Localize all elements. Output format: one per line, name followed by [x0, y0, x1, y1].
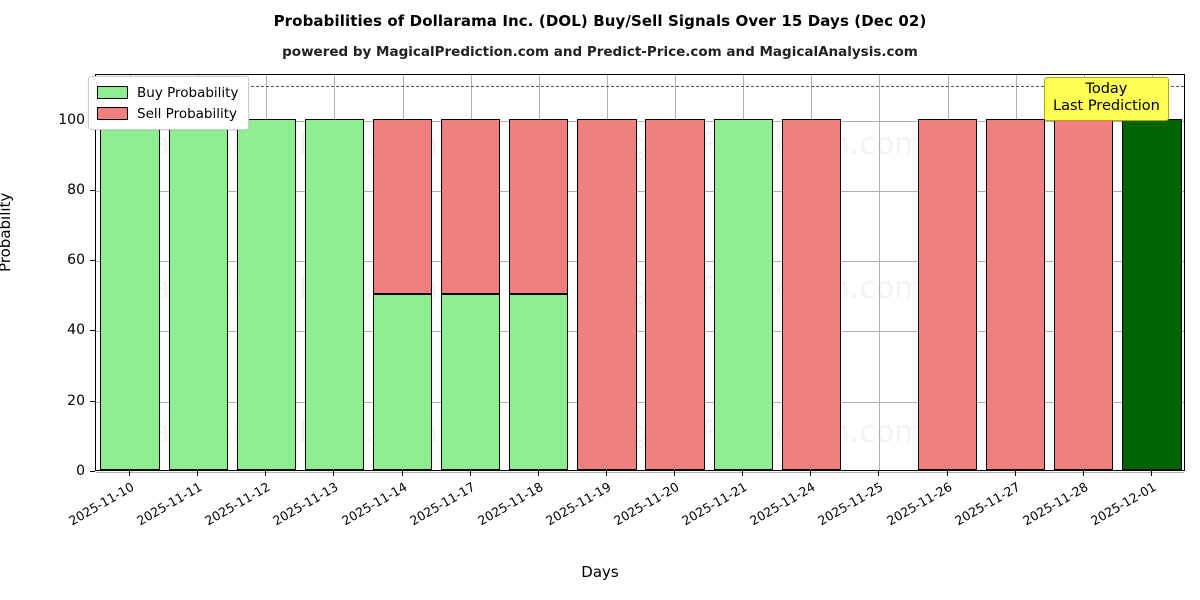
x-tick-mark	[129, 471, 130, 476]
x-tick-mark	[197, 471, 198, 476]
bar-group[interactable]	[168, 73, 228, 470]
bar-segment-buy[interactable]	[441, 294, 501, 470]
x-tick-label: 2025-11-28	[1019, 479, 1091, 529]
legend-label-sell: Sell Probability	[137, 105, 238, 122]
gridline-vertical	[879, 75, 880, 470]
bar-group[interactable]	[304, 73, 365, 470]
bar-group[interactable]	[372, 73, 433, 470]
x-tick-label: 2025-12-01	[1088, 479, 1159, 529]
y-tick-label: 20	[67, 392, 85, 409]
x-tick-mark	[265, 471, 266, 476]
bar-group[interactable]	[509, 73, 569, 470]
x-tick-mark	[810, 471, 811, 476]
y-tick-mark	[90, 330, 95, 332]
x-tick-mark	[333, 471, 334, 476]
bar-segment-buy[interactable]	[100, 118, 160, 470]
gridline-horizontal	[96, 120, 1184, 122]
bar-group[interactable]	[645, 73, 705, 470]
bar-group[interactable]	[441, 73, 501, 470]
gridline-horizontal	[96, 472, 1184, 473]
legend-swatch-buy-icon	[97, 86, 128, 99]
x-tick-mark	[606, 471, 607, 476]
bar-segment-buy[interactable]	[168, 118, 228, 470]
y-tick-label: 100	[58, 111, 85, 128]
x-tick-mark	[674, 471, 675, 476]
x-tick-mark	[1015, 471, 1016, 476]
bar-group[interactable]	[1122, 73, 1182, 470]
bar-segment-buy[interactable]	[713, 118, 773, 470]
x-tick-label: 2025-11-18	[474, 479, 546, 529]
y-tick-label: 60	[67, 252, 85, 269]
legend-label-buy: Buy Probability	[137, 84, 239, 101]
bar-segment-sell[interactable]	[1054, 118, 1114, 470]
chart-subtitle: powered by MagicalPrediction.com and Pre…	[282, 44, 918, 60]
today-annotation-line2: Last Prediction	[1053, 98, 1160, 115]
gridline-horizontal	[96, 261, 1184, 263]
bar-segment-sell[interactable]	[577, 118, 637, 470]
bar-group[interactable]	[713, 73, 773, 470]
x-tick-mark	[402, 471, 403, 476]
bar-group[interactable]	[917, 73, 978, 470]
x-tick-label: 2025-11-27	[951, 479, 1023, 529]
x-tick-mark	[1083, 471, 1084, 476]
x-tick-mark	[878, 471, 879, 476]
bar-group[interactable]	[986, 73, 1046, 470]
bar-segment-sell[interactable]	[509, 118, 569, 295]
bar-group[interactable]	[781, 73, 841, 470]
reference-line-layer	[96, 75, 1184, 470]
bar-segment-sell[interactable]	[917, 118, 978, 470]
bar-segment-buy[interactable]	[509, 294, 569, 470]
today-annotation: Today Last Prediction	[1044, 77, 1169, 122]
bar-segment-buy[interactable]	[236, 118, 296, 470]
x-tick-label: 2025-11-13	[270, 479, 341, 529]
x-tick-mark	[538, 471, 539, 476]
plot-area: MagicalAnalysis.comMagicalPrediction.com…	[95, 74, 1185, 473]
gridline-horizontal	[96, 190, 1184, 192]
x-tick-label: 2025-11-19	[543, 479, 614, 529]
y-tick-label: 0	[76, 463, 85, 479]
legend-item-buy: Buy Probability	[97, 82, 238, 103]
y-tick-mark	[90, 260, 95, 262]
bar-group[interactable]	[1054, 73, 1114, 470]
bar-segment-sell[interactable]	[781, 118, 841, 470]
gridline-horizontal	[96, 331, 1184, 333]
x-tick-label: 2025-11-25	[815, 479, 886, 529]
bar-segment-buy[interactable]	[304, 118, 365, 470]
gridline-horizontal	[96, 401, 1184, 403]
bar-group[interactable]	[100, 73, 160, 470]
legend: Buy Probability Sell Probability	[88, 76, 250, 130]
x-axis-label: Days	[581, 563, 619, 581]
page-title: Probabilities of Dollarama Inc. (DOL) Bu…	[273, 12, 927, 30]
x-tick-mark	[1151, 471, 1152, 476]
bar-group[interactable]	[577, 73, 637, 470]
x-tick-mark	[947, 471, 948, 476]
x-tick-label: 2025-11-14	[338, 479, 410, 529]
legend-item-sell: Sell Probability	[97, 103, 238, 124]
x-tick-label: 2025-11-17	[406, 479, 478, 529]
bar-group[interactable]	[236, 73, 296, 470]
reference-line	[96, 85, 1184, 87]
bar-segment-today[interactable]	[1122, 118, 1182, 470]
y-tick-mark	[90, 400, 95, 402]
bar-segment-sell[interactable]	[645, 118, 705, 470]
y-tick-mark	[90, 189, 95, 191]
bar-segment-sell[interactable]	[986, 118, 1046, 470]
y-tick-label: 40	[67, 322, 85, 339]
x-tick-label: 2025-11-26	[883, 479, 955, 529]
x-tick-mark	[742, 471, 743, 476]
bars-layer	[96, 75, 1184, 470]
bar-segment-buy[interactable]	[372, 294, 433, 470]
legend-swatch-sell-icon	[97, 107, 128, 120]
y-tick-label: 80	[67, 181, 85, 198]
bar-segment-sell[interactable]	[372, 118, 433, 295]
bar-segment-sell[interactable]	[441, 118, 501, 295]
y-tick-mark	[90, 471, 95, 472]
x-tick-mark	[470, 471, 471, 476]
today-annotation-line1: Today	[1085, 81, 1128, 97]
y-axis-label: Probability	[0, 192, 14, 272]
